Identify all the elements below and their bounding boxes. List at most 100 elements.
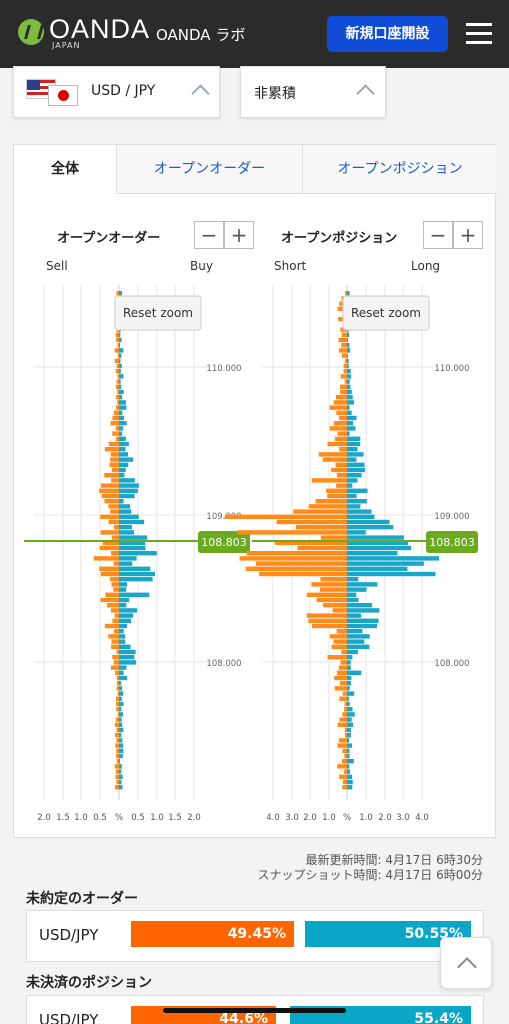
orders-buy-bar bbox=[119, 436, 126, 441]
positions-buy-bar bbox=[347, 561, 424, 566]
orders-zoom-in-button[interactable]: + bbox=[224, 221, 254, 249]
orders-sell-bar bbox=[114, 764, 119, 769]
orders-sell-bar bbox=[117, 353, 119, 358]
orders-buy-bar bbox=[119, 551, 157, 556]
positions-sell-bar bbox=[336, 473, 347, 478]
orders-reset-zoom-label[interactable]: Reset zoom bbox=[123, 306, 193, 320]
hamburger-menu-icon[interactable] bbox=[466, 23, 492, 45]
positions-x-tick: 1.0 bbox=[359, 813, 373, 823]
open-account-button[interactable]: 新規口座開設 bbox=[327, 16, 448, 52]
long-label: Long bbox=[411, 259, 441, 273]
positions-buy-bar bbox=[347, 717, 352, 722]
orders-sell-bar bbox=[115, 369, 119, 374]
positions-reset-zoom-button[interactable] bbox=[342, 295, 430, 331]
orders-buy-bar bbox=[119, 525, 132, 530]
orders-sell-bar bbox=[116, 379, 119, 384]
orders-sell-bar bbox=[111, 535, 119, 540]
positions-buy-bar bbox=[347, 426, 356, 431]
positions-buy-bar bbox=[347, 587, 367, 592]
logo-text[interactable]: OANDA bbox=[49, 14, 151, 44]
accumulation-mode-label: 非累積 bbox=[254, 86, 296, 102]
positions-zoom-out-button[interactable]: − bbox=[423, 221, 453, 249]
positions-buy-bar bbox=[347, 525, 394, 530]
positions-sell-bar bbox=[311, 478, 347, 483]
positions-sell-bar bbox=[331, 467, 347, 473]
short-label: Short bbox=[274, 259, 307, 273]
orders-price-tick: 108.000 bbox=[206, 659, 241, 669]
positions-buy-bar bbox=[347, 743, 353, 748]
orders-x-tick: % bbox=[115, 813, 123, 823]
orders-sell-bar bbox=[117, 374, 119, 379]
positions-sell-bar bbox=[316, 597, 347, 603]
orders-buy-bar bbox=[119, 696, 122, 701]
orders-reset-zoom-button[interactable] bbox=[114, 295, 202, 331]
orders-buy-bar bbox=[119, 649, 136, 655]
orders-sell-bar bbox=[104, 447, 119, 452]
logo-subtext: JAPAN bbox=[52, 41, 81, 50]
orders-buy-bar bbox=[119, 764, 122, 769]
orders-buy-bar bbox=[119, 608, 138, 613]
orders-sell-bar bbox=[113, 587, 119, 592]
accumulation-mode-selector[interactable]: 非累積 bbox=[240, 66, 386, 118]
positions-price-tick: 110.000 bbox=[434, 364, 469, 374]
positions-buy-bar bbox=[347, 291, 350, 296]
positions-buy-bar bbox=[347, 639, 365, 644]
tab-open-orders[interactable]: オープンオーダー bbox=[116, 145, 302, 194]
positions-reset-zoom-label[interactable]: Reset zoom bbox=[351, 306, 421, 320]
positions-sell-bar bbox=[329, 426, 347, 431]
positions-buy-bar bbox=[347, 504, 361, 509]
currency-pair-label: USD / JPY bbox=[91, 83, 156, 99]
positions-sell-bar bbox=[338, 665, 347, 670]
positions-sell-bar bbox=[336, 483, 347, 488]
positions-sell-bar bbox=[297, 545, 347, 551]
order-ratio-title: 未約定のオーダー bbox=[26, 891, 138, 907]
positions-buy-bar bbox=[347, 660, 351, 665]
positions-buy-bar bbox=[347, 665, 351, 670]
orders-zoom-out-button[interactable]: − bbox=[194, 221, 224, 249]
currency-pair-selector[interactable]: USD / JPY bbox=[13, 66, 220, 118]
orders-buy-bar bbox=[119, 597, 130, 603]
positions-buy-bar bbox=[347, 655, 353, 660]
orders-sell-bar bbox=[107, 603, 119, 608]
orders-sell-bar bbox=[116, 748, 119, 753]
positions-buy-bar bbox=[347, 727, 351, 733]
positions-sell-bar bbox=[339, 696, 347, 701]
positions-sell-bar bbox=[274, 540, 347, 545]
positions-sell-bar bbox=[345, 291, 347, 296]
scroll-to-top-button[interactable] bbox=[440, 937, 492, 989]
positions-sell-bar bbox=[344, 358, 347, 363]
orders-sell-bar bbox=[112, 655, 119, 660]
orders-sell-bar bbox=[100, 514, 119, 519]
positions-sell-bar bbox=[341, 353, 347, 358]
positions-buy-bar bbox=[347, 343, 350, 348]
orders-sell-bar bbox=[115, 774, 119, 779]
orders-sell-bar bbox=[116, 681, 119, 686]
positions-buy-bar bbox=[347, 712, 355, 717]
positions-sell-bar bbox=[341, 759, 347, 764]
positions-zoom-in-button[interactable]: + bbox=[453, 221, 483, 249]
positions-sell-bar bbox=[341, 649, 347, 655]
positions-sell-bar bbox=[342, 691, 347, 696]
orders-sell-bar bbox=[100, 530, 119, 535]
nav-title[interactable]: OANDA ラボ bbox=[156, 26, 246, 44]
orders-buy-bar bbox=[119, 592, 150, 597]
positions-buy-bar bbox=[347, 748, 350, 753]
orders-sell-bar bbox=[115, 753, 119, 759]
orders-sell-bar bbox=[116, 727, 119, 733]
orders-sell-bar bbox=[110, 509, 119, 514]
order-position-histogram[interactable]: 110.000 109.000 108.000 2.0 1.5 1.0 0.5% 0.5 1.0… bbox=[14, 145, 497, 839]
positions-sell-bar bbox=[344, 753, 347, 759]
tab-all[interactable]: 全体 bbox=[14, 145, 116, 194]
positions-sell-bar bbox=[320, 535, 347, 540]
positions-buy-bar bbox=[347, 358, 349, 363]
orders-sell-bar bbox=[108, 441, 119, 447]
orders-buy-bar bbox=[119, 759, 121, 764]
oanda-logo-icon[interactable] bbox=[18, 19, 44, 45]
tab-open-positions[interactable]: オープンポジション bbox=[302, 145, 497, 194]
orders-buy-bar bbox=[119, 634, 126, 639]
orders-sell-bar bbox=[116, 675, 119, 681]
positions-sell-bar bbox=[318, 452, 347, 457]
orders-buy-bar bbox=[119, 514, 139, 519]
orders-sell-bar bbox=[115, 405, 119, 410]
orders-buy-bar bbox=[119, 369, 121, 374]
